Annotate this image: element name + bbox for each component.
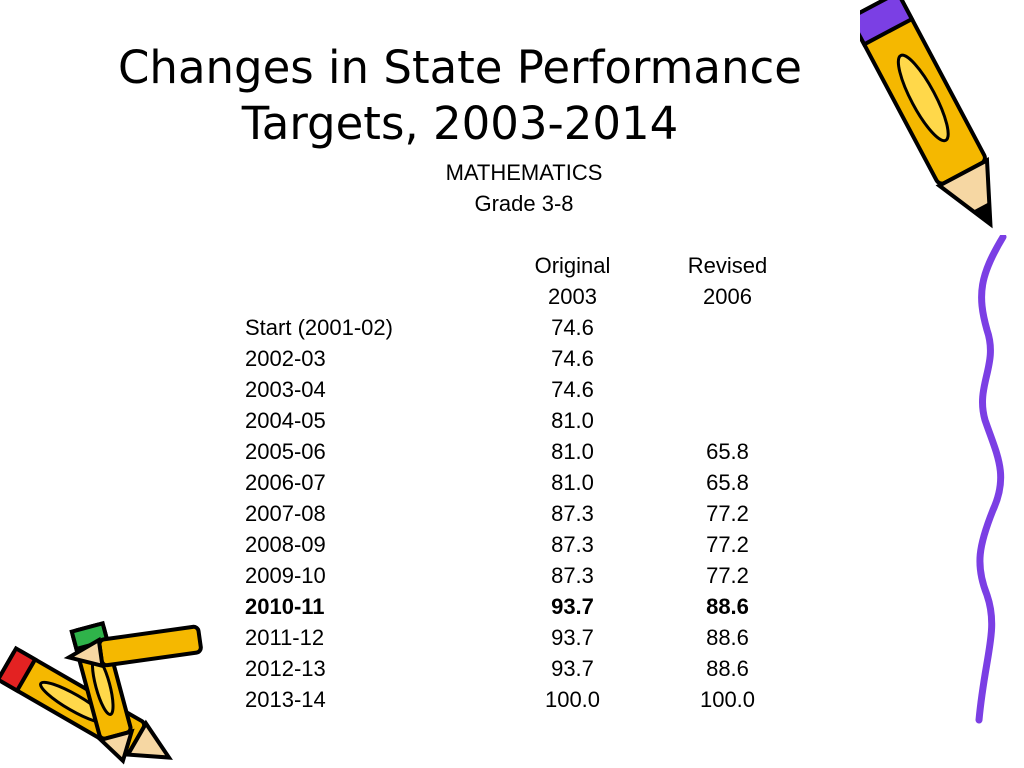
row-original: 93.7: [551, 656, 594, 681]
table-row: 2004-05 81.0: [0, 405, 1024, 436]
row-revised: 100.0: [699, 687, 756, 712]
row-revised: 65.8: [706, 439, 749, 464]
table-row: 2005-06 81.0 65.8: [0, 436, 1024, 467]
row-original: 81.0: [551, 439, 594, 464]
grade-label: Grade 3-8: [474, 191, 574, 216]
table-row: 2012-13 93.7 88.6: [0, 653, 1024, 684]
row-year: 2002-03: [245, 346, 326, 371]
squiggle-line-decoration: [975, 235, 1007, 724]
subject-label: MATHEMATICS: [445, 160, 603, 185]
row-original: 100.0: [544, 687, 601, 712]
header-original: Original: [534, 253, 611, 278]
header-revised: Revised: [687, 253, 768, 278]
row-year: 2005-06: [245, 439, 326, 464]
pencils-cluster-icon: [0, 620, 203, 765]
table-row: 2008-09 87.3 77.2: [0, 529, 1024, 560]
row-revised: 88.6: [706, 594, 749, 619]
row-year: 2012-13: [245, 656, 326, 681]
slide-subtitle: MATHEMATICS Grade 3-8: [374, 157, 674, 219]
table-row-highlighted: 2010-11 93.7 88.6: [0, 591, 1024, 622]
slide-title: Changes in State Performance Targets, 20…: [60, 40, 860, 152]
row-revised: 88.6: [706, 656, 749, 681]
row-revised: 77.2: [706, 501, 749, 526]
row-original: 74.6: [551, 346, 594, 371]
table-row: 2003-04 74.6: [0, 374, 1024, 405]
table-row: Start (2001-02) 74.6: [0, 312, 1024, 343]
row-year: 2010-11: [245, 594, 325, 619]
row-original: 87.3: [551, 532, 594, 557]
slide-title-line-2: Targets, 2003-2014: [241, 97, 679, 150]
table-row: 2002-03 74.6: [0, 343, 1024, 374]
row-year: 2006-07: [245, 470, 326, 495]
table-row: 2006-07 81.0 65.8: [0, 467, 1024, 498]
row-year: 2008-09: [245, 532, 326, 557]
table-row: 2007-08 87.3 77.2: [0, 498, 1024, 529]
row-year: 2011-12: [245, 625, 325, 650]
row-original: 87.3: [551, 563, 594, 588]
header-original-year: 2003: [548, 284, 597, 309]
row-original: 93.7: [551, 594, 594, 619]
row-revised: 77.2: [706, 532, 749, 557]
row-revised: 77.2: [706, 563, 749, 588]
pencil-icon: [860, 0, 993, 229]
row-year: Start (2001-02): [245, 315, 393, 340]
row-original: 74.6: [551, 315, 594, 340]
table-row: 2009-10 87.3 77.2: [0, 560, 1024, 591]
row-original: 74.6: [551, 377, 594, 402]
row-original: 87.3: [551, 501, 594, 526]
row-original: 93.7: [551, 625, 594, 650]
table-header-row-1: Original Revised: [0, 250, 1024, 281]
table-header-row-2: 2003 2006: [0, 281, 1024, 312]
slide-title-line-1: Changes in State Performance: [118, 41, 802, 94]
row-revised: 88.6: [706, 625, 749, 650]
table-row: 2013-14 100.0 100.0: [0, 684, 1024, 715]
header-revised-year: 2006: [703, 284, 752, 309]
table-row: 2011-12 93.7 88.6: [0, 622, 1024, 653]
row-year: 2007-08: [245, 501, 326, 526]
row-original: 81.0: [551, 470, 594, 495]
row-year: 2004-05: [245, 408, 326, 433]
row-year: 2003-04: [245, 377, 326, 402]
row-year: 2009-10: [245, 563, 326, 588]
row-revised: 65.8: [706, 470, 749, 495]
row-year: 2013-14: [245, 687, 326, 712]
row-original: 81.0: [551, 408, 594, 433]
